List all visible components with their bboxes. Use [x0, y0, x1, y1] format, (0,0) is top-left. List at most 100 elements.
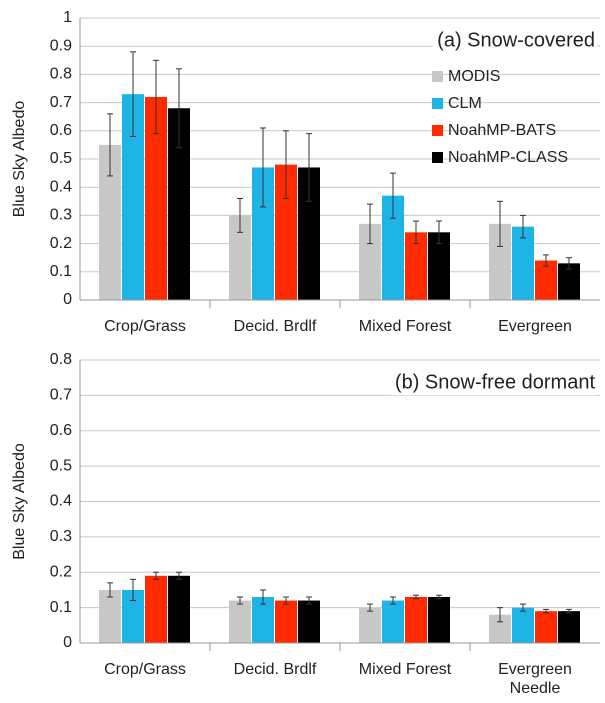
error-bar [520, 214, 526, 239]
y-tick-label: 0.1 [50, 263, 72, 280]
bar [428, 597, 450, 643]
error-bar [436, 220, 442, 245]
y-tick-label: 0.5 [50, 150, 72, 167]
bar [382, 600, 404, 643]
bar [428, 232, 450, 300]
bar [168, 108, 190, 301]
error-bar [520, 603, 526, 612]
error-bar [260, 127, 266, 208]
annotation-bg [390, 369, 598, 396]
bar [405, 597, 427, 643]
y-tick-label: 0.4 [50, 178, 72, 195]
bar [298, 167, 320, 300]
x-tick-label: Evergreen Needle [498, 661, 572, 697]
bar [122, 589, 144, 643]
y-tick-label: 0.2 [50, 563, 72, 580]
bar [558, 263, 580, 300]
x-tick-label: Crop/Grass [104, 661, 186, 678]
error-bar [497, 607, 503, 623]
y-tick-label: 0.2 [50, 235, 72, 252]
bar [512, 607, 534, 643]
error-bar [497, 200, 503, 247]
x-tick-label: Crop/Grass [104, 318, 186, 335]
bar [99, 144, 121, 300]
bar [558, 611, 580, 643]
y-tick-label: 0.6 [50, 422, 72, 439]
y-tick-label: 0.4 [50, 493, 72, 510]
error-bar [176, 571, 182, 580]
y-tick-label: 0.5 [50, 457, 72, 474]
bar [168, 575, 190, 643]
error-bar [413, 220, 419, 245]
error-bar [436, 594, 442, 600]
error-bar [543, 254, 549, 267]
error-bar [566, 257, 572, 270]
bar [145, 575, 167, 643]
annotation: (a) Snow-covered [437, 29, 595, 51]
legend-swatch [432, 125, 443, 136]
legend-label: MODIS [448, 68, 500, 85]
bar [359, 223, 381, 300]
y-tick-label: 1 [63, 9, 72, 26]
y-tick-label: 0.3 [50, 528, 72, 545]
y-tick-label: 0.7 [50, 94, 72, 111]
bar [252, 597, 274, 643]
y-tick-label: 0.1 [50, 599, 72, 616]
y-tick-label: 0.8 [50, 351, 72, 368]
legend-swatch [432, 71, 443, 82]
error-bar [107, 113, 113, 177]
error-bar [153, 571, 159, 580]
bar [359, 607, 381, 643]
error-bar [283, 130, 289, 199]
bar [489, 614, 511, 643]
bar [275, 164, 297, 300]
bar [489, 223, 511, 300]
bar [512, 226, 534, 300]
error-bar [237, 596, 243, 605]
bar [275, 600, 297, 643]
y-tick-label: 0.6 [50, 122, 72, 139]
y-tick-label: 0.3 [50, 207, 72, 224]
x-tick-label: Decid. Brdlf [234, 318, 317, 335]
bar [99, 589, 121, 643]
y-tick-label: 0.7 [50, 387, 72, 404]
error-bar [543, 608, 549, 614]
error-bar [107, 582, 113, 598]
y-tick-label: 0 [63, 291, 72, 308]
legend-label: CLM [448, 95, 482, 112]
x-tick-label: Decid. Brdlf [234, 661, 317, 678]
y-tick-label: 0 [63, 634, 72, 651]
error-bar [130, 578, 136, 602]
bar [229, 215, 251, 300]
y-tick-label: 0.9 [50, 37, 72, 54]
bar [535, 260, 557, 300]
error-bar [283, 596, 289, 605]
error-bar [390, 172, 396, 219]
bar [252, 167, 274, 300]
error-bar [390, 596, 396, 605]
error-bar [413, 594, 419, 600]
bar [405, 232, 427, 300]
y-tick-label: 0.8 [50, 66, 72, 83]
annotation-bg [433, 27, 597, 54]
legend-label: NoahMP-BATS [448, 122, 556, 139]
error-bar [176, 68, 182, 149]
annotation: (b) Snow-free dormant [395, 371, 596, 393]
error-bar [367, 203, 373, 245]
legend-label: NoahMP-CLASS [448, 149, 568, 166]
x-tick-label: Mixed Forest [359, 318, 452, 335]
legend-swatch [432, 98, 443, 109]
bar [382, 195, 404, 300]
error-bar [237, 197, 243, 233]
error-bar [367, 603, 373, 612]
bar [535, 611, 557, 643]
bar [298, 600, 320, 643]
bar [122, 94, 144, 300]
error-bar [153, 59, 159, 135]
x-tick-label: Mixed Forest [359, 661, 452, 678]
y-axis-label: Blue Sky Albedo [11, 101, 28, 218]
error-bar [130, 51, 136, 137]
legend-swatch [432, 152, 443, 163]
x-tick-label: Evergreen [498, 318, 572, 335]
